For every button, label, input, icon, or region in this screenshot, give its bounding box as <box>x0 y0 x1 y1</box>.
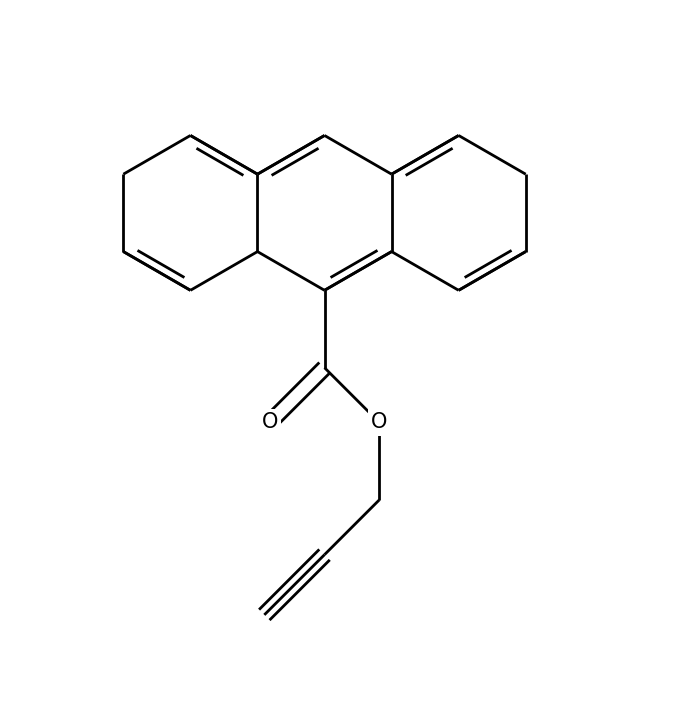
Text: O: O <box>371 412 387 432</box>
Text: O: O <box>262 412 278 432</box>
